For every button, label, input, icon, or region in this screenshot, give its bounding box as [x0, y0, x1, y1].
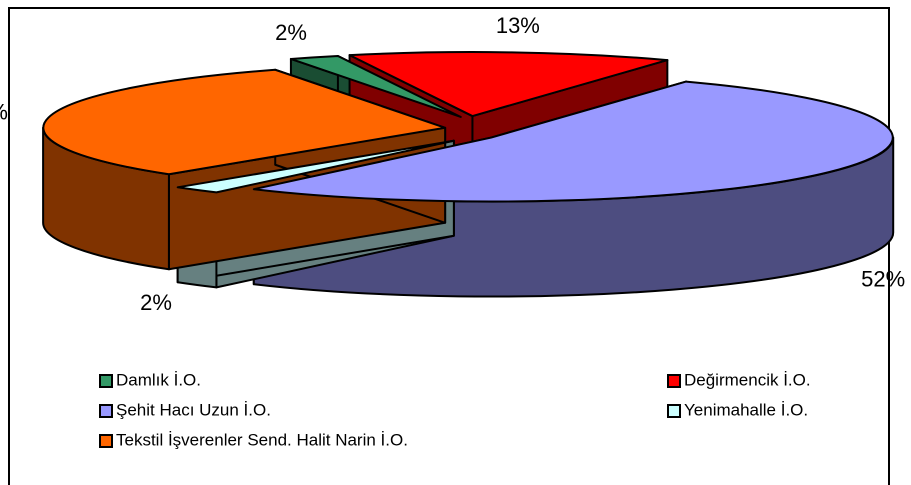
- legend-label: Şehit Hacı Uzun İ.O.: [116, 400, 271, 419]
- legend-label: Yenimahalle İ.O.: [684, 400, 808, 419]
- data-labels: 2% 13% 52% 2% 31%: [0, 13, 905, 315]
- data-label: 52%: [861, 266, 905, 291]
- legend-label: Tekstil İşverenler Send. Halit Narin İ.O…: [116, 430, 408, 449]
- pie-tops: [42, 51, 894, 203]
- data-label: 31%: [0, 99, 8, 124]
- data-label: 2%: [275, 20, 307, 45]
- legend-swatch: [99, 374, 113, 388]
- legend-swatch: [667, 404, 681, 418]
- slice: [289, 55, 462, 118]
- legend: Damlık İ.O. Değirmencik İ.O. Şehit Hacı Uz…: [99, 370, 811, 449]
- frame: [8, 7, 890, 485]
- legend-label: Damlık İ.O.: [116, 370, 201, 389]
- legend-swatch: [99, 404, 113, 418]
- legend-swatch: [667, 374, 681, 388]
- slice: [176, 139, 455, 194]
- legend-label: Değirmencik İ.O.: [684, 370, 811, 389]
- data-label: 2%: [140, 290, 172, 315]
- legend-swatch: [99, 434, 113, 448]
- slice: [252, 80, 894, 203]
- data-label: 13%: [496, 13, 540, 38]
- slice: [348, 51, 669, 118]
- slice: [42, 68, 447, 176]
